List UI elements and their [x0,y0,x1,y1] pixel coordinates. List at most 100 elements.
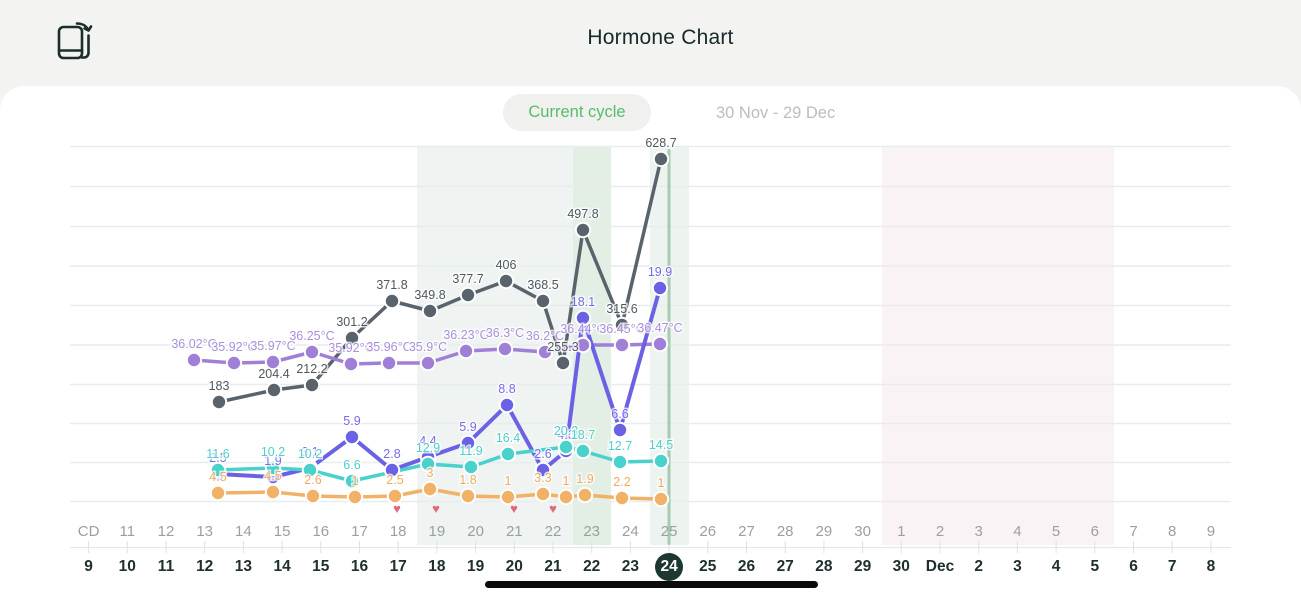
data-point-gray[interactable] [343,329,361,347]
date-label-14[interactable]: 14 [273,558,291,575]
data-point-gray[interactable] [534,292,552,310]
data-point-teal[interactable] [557,438,575,456]
data-point-indigo[interactable] [383,461,401,479]
data-point-temperature[interactable] [225,354,243,372]
data-point-gray[interactable] [210,393,228,411]
data-point-gray[interactable] [613,316,631,334]
date-label-28[interactable]: 28 [815,558,833,575]
data-point-orange[interactable] [459,487,477,505]
data-point-gray[interactable] [497,272,515,290]
data-point-indigo[interactable] [574,309,592,327]
date-label-11[interactable]: 11 [157,558,175,575]
data-point-temperature[interactable] [419,354,437,372]
cd-label-27: 27 [738,523,755,540]
cycle-date-range-tab[interactable]: 30 Nov - 29 Dec [710,94,841,131]
data-point-temperature[interactable] [574,336,592,354]
date-label-21[interactable]: 21 [544,558,562,575]
horizontal-scrollbar[interactable] [485,581,818,588]
data-point-indigo[interactable] [459,434,477,452]
date-label-29[interactable]: 29 [853,558,872,575]
data-point-teal[interactable] [611,453,629,471]
date-label-22[interactable]: 22 [583,558,601,575]
data-point-gray[interactable] [574,221,592,239]
data-point-teal[interactable] [652,452,670,470]
data-point-temperature[interactable] [651,335,669,353]
date-label-18[interactable]: 18 [428,558,446,575]
data-point-gray[interactable] [554,354,572,372]
data-point-teal[interactable] [343,472,361,490]
date-label-12[interactable]: 12 [196,558,214,575]
data-point-temperature[interactable] [303,343,321,361]
data-point-temperature[interactable] [496,340,514,358]
data-point-orange[interactable] [613,489,631,507]
app-header: Hormone Chart [0,0,1301,86]
data-point-orange[interactable] [652,490,670,508]
date-label-2[interactable]: 2 [974,558,983,575]
data-point-temperature[interactable] [613,336,631,354]
data-point-orange[interactable] [264,483,282,501]
data-point-indigo[interactable] [534,461,552,479]
data-point-indigo[interactable] [343,428,361,446]
date-label-20[interactable]: 20 [505,558,523,575]
data-point-orange[interactable] [499,488,517,506]
date-label-Dec[interactable]: Dec [925,558,955,575]
data-point-indigo[interactable] [611,421,629,439]
cd-label-25: 25 [660,523,678,540]
data-point-orange[interactable] [421,480,439,498]
date-label-25[interactable]: 25 [699,558,717,575]
cd-label-29: 29 [815,523,833,540]
cd-label-18: 18 [389,523,407,540]
data-point-orange[interactable] [534,485,552,503]
date-label-15[interactable]: 15 [312,558,330,575]
data-point-orange[interactable] [386,487,404,505]
date-label-13[interactable]: 13 [234,558,253,575]
date-label-26[interactable]: 26 [737,558,756,575]
data-point-gray[interactable] [459,286,477,304]
data-point-gray[interactable] [383,292,401,310]
date-label-7[interactable]: 7 [1167,558,1177,575]
date-label-17[interactable]: 17 [389,558,407,575]
data-point-teal[interactable] [301,461,319,479]
data-point-gray[interactable] [265,381,283,399]
data-point-teal[interactable] [574,442,592,460]
date-label-9[interactable]: 9 [84,558,93,575]
data-point-teal[interactable] [209,461,227,479]
data-point-temperature[interactable] [264,353,282,371]
data-point-teal[interactable] [499,445,517,463]
rotate-device-button[interactable] [52,16,96,62]
date-label-10[interactable]: 10 [118,558,136,575]
data-point-gray[interactable] [652,150,670,168]
date-label-19[interactable]: 19 [466,558,485,575]
data-point-orange[interactable] [576,486,594,504]
date-label-4[interactable]: 4 [1051,558,1061,575]
data-point-temperature[interactable] [342,355,360,373]
date-label-8[interactable]: 8 [1206,558,1216,575]
date-label-23[interactable]: 23 [621,558,640,575]
date-label-24-selected[interactable]: 24 [655,553,684,581]
date-label-27[interactable]: 27 [776,558,794,575]
date-label-6[interactable]: 6 [1129,558,1138,575]
data-point-temperature[interactable] [185,351,203,369]
date-label-30[interactable]: 30 [892,558,910,575]
data-point-temperature[interactable] [457,342,475,360]
data-point-orange[interactable] [304,487,322,505]
data-point-gray[interactable] [421,302,439,320]
data-point-indigo[interactable] [498,396,516,414]
data-point-temperature[interactable] [380,354,398,372]
date-label-5[interactable]: 5 [1090,558,1100,575]
date-label-3[interactable]: 3 [1013,558,1022,575]
data-point-temperature[interactable] [536,343,554,361]
data-point-orange[interactable] [209,484,227,502]
current-cycle-tab[interactable]: Current cycle [503,94,651,131]
data-point-orange[interactable] [346,488,364,506]
date-label-16[interactable]: 16 [350,558,369,575]
rotate-device-icon [57,22,93,60]
cd-label-9: 9 [1206,523,1216,540]
data-point-orange[interactable] [557,488,575,506]
data-point-teal[interactable] [419,455,437,473]
data-point-gray[interactable] [303,376,321,394]
data-point-teal[interactable] [462,458,480,476]
data-point-teal[interactable] [264,459,282,477]
data-point-indigo[interactable] [651,279,669,297]
